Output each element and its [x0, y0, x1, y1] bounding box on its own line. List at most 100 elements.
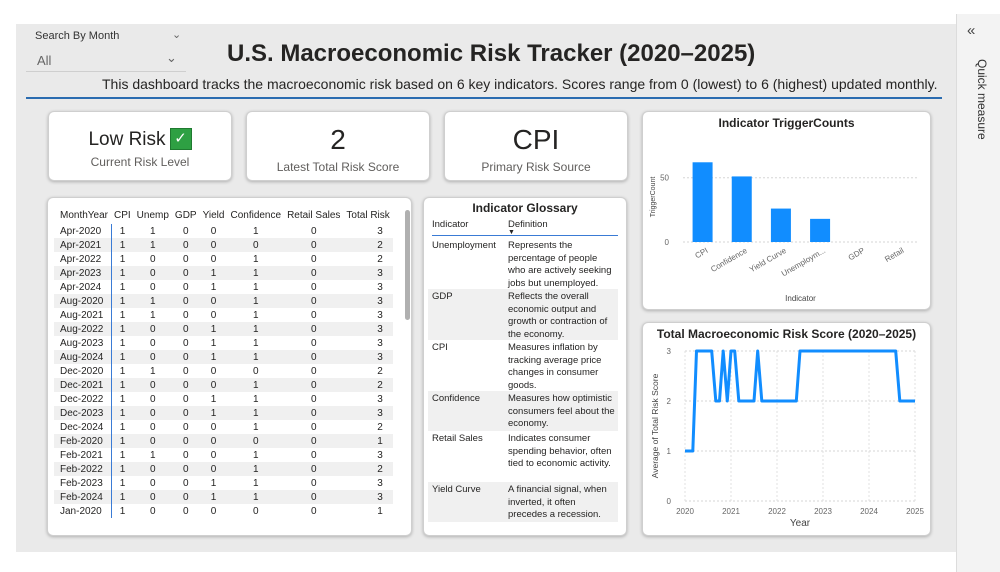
risk-level-value: Low Risk — [88, 129, 166, 150]
table-cell: 2 — [377, 365, 383, 377]
column-header-total-risk[interactable]: Total Risk — [346, 209, 390, 221]
table-row: Dec-2022 1 0 0 1 1 0 3 — [54, 392, 393, 406]
table-row: Feb-2020 1 0 0 0 0 0 1 — [54, 434, 393, 448]
table-cell: 0 — [199, 462, 228, 476]
table-row: Feb-2021 1 1 0 0 1 0 3 — [54, 448, 393, 462]
bar-x-tick-label: CPI — [694, 246, 710, 260]
table-cell: Feb-2020 — [54, 434, 112, 448]
table-cell: 3 — [343, 322, 393, 336]
table-cell: Dec-2024 — [54, 420, 112, 434]
table-cell: Aug-2024 — [54, 350, 112, 364]
risk-table-card[interactable]: MonthYear CPI Unemp GDP Yield Confidence Retai… — [47, 197, 412, 536]
risk-line-chart-card[interactable]: Total Macroeconomic Risk Score (2020–202… — [642, 322, 931, 536]
column-header-gdp[interactable]: GDP — [174, 209, 197, 221]
table-row: Aug-2022 1 0 0 1 1 0 3 — [54, 322, 393, 336]
line-x-tick-label: 2020 — [676, 507, 694, 516]
table-cell: 0 — [310, 337, 317, 349]
table-cell: 1 — [119, 505, 126, 517]
glossary-indicator: CPI — [432, 342, 448, 353]
table-cell: 0 — [150, 505, 156, 517]
table-cell: 0 — [182, 365, 189, 377]
table-cell: 1 — [150, 365, 156, 377]
table-cell: 0 — [171, 462, 200, 476]
table-cell: 1 — [111, 294, 134, 308]
line-y-tick-label: 1 — [667, 447, 672, 456]
column-header-cpi[interactable]: CPI — [114, 209, 131, 221]
column-header-retail-sales[interactable]: Retail Sales — [287, 209, 341, 221]
table-cell: 0 — [284, 378, 344, 392]
line-y-tick-label: 3 — [667, 347, 672, 356]
column-header-yield[interactable]: Yield — [202, 209, 225, 221]
glossary-definition: Measures inflation by tracking average p… — [508, 342, 602, 391]
line-x-tick-label: 2021 — [722, 507, 740, 516]
table-cell: 0 — [284, 490, 344, 504]
total-score-value: 2 — [330, 124, 346, 155]
table-cell: 0 — [210, 253, 217, 265]
line-y-tick-label: 2 — [667, 397, 672, 406]
table-cell: 0 — [310, 477, 317, 489]
table-cell: 1 — [119, 421, 126, 433]
month-slicer-value[interactable]: All — [37, 53, 52, 68]
total-score-card[interactable]: 2 Latest Total Risk Score — [246, 111, 430, 181]
table-cell: 1 — [199, 350, 228, 364]
table-cell: 3 — [377, 449, 383, 461]
collapse-chevron-icon[interactable]: « — [967, 22, 976, 39]
table-cell: 3 — [377, 393, 383, 405]
table-cell: 0 — [199, 238, 228, 252]
table-cell: 1 — [119, 225, 126, 237]
table-cell: 0 — [199, 434, 228, 448]
line-chart-title: Total Macroeconomic Risk Score (2020–202… — [656, 327, 917, 341]
table-cell: 1 — [227, 350, 285, 364]
table-cell: 1 — [227, 266, 285, 280]
glossary-row: GDP Reflects the overall economic output … — [428, 289, 618, 340]
table-cell: 2 — [377, 421, 383, 433]
table-cell: 0 — [284, 266, 344, 280]
table-cell: 0 — [182, 449, 189, 461]
table-cell: 1 — [111, 434, 134, 448]
trigger-bar-chart-card[interactable]: Indicator TriggerCounts 0 50 TriggerCount C… — [642, 111, 931, 310]
line-x-tick-label: 2022 — [768, 507, 786, 516]
table-row: Aug-2024 1 0 0 1 1 0 3 — [54, 350, 393, 364]
table-cell: 0 — [171, 378, 200, 392]
page-title: U.S. Macroeconomic Risk Tracker (2020–20… — [227, 40, 756, 67]
table-cell: 0 — [210, 505, 217, 517]
bar-unemploym- — [810, 218, 831, 242]
table-cell: 1 — [252, 421, 259, 433]
table-row: Apr-2024 1 0 0 1 1 0 3 — [54, 280, 393, 294]
bar-x-tick-label: Unemploym... — [780, 246, 827, 278]
table-cell: Dec-2023 — [54, 406, 112, 420]
glossary-col-definition[interactable]: Definition — [508, 219, 548, 230]
bar-y-tick-label: 0 — [665, 238, 670, 247]
table-cell: 0 — [182, 281, 189, 293]
risk-level-row: Low Risk ✓ — [49, 128, 231, 151]
column-header-confidence[interactable]: Confidence — [230, 209, 282, 221]
glossary-col-indicator[interactable]: Indicator — [432, 219, 469, 230]
table-cell: Apr-2023 — [54, 266, 112, 280]
table-cell: 1 — [119, 365, 126, 377]
bar-x-tick-label: GDP — [847, 246, 867, 262]
table-cell: 1 — [227, 378, 285, 392]
slicer-dropdown-chevron-icon[interactable]: ⌄ — [166, 50, 177, 65]
primary-source-card[interactable]: CPI Primary Risk Source — [444, 111, 628, 181]
column-header-monthyear[interactable]: MonthYear — [60, 209, 108, 221]
table-cell: 0 — [310, 309, 317, 321]
table-cell: 0 — [171, 434, 200, 448]
table-row: Aug-2020 1 1 0 0 1 0 3 — [54, 294, 393, 308]
table-cell: 0 — [310, 365, 317, 377]
table-cell: 1 — [199, 322, 228, 336]
quick-measure-pane[interactable]: « Quick measure — [956, 14, 1000, 572]
column-header-unemp[interactable]: Unemp — [136, 209, 169, 221]
table-cell: Dec-2021 — [54, 378, 112, 392]
table-cell: 1 — [111, 462, 134, 476]
slicer-collapse-chevron-icon[interactable]: ⌄ — [172, 29, 182, 41]
table-cell: 0 — [171, 350, 200, 364]
risk-level-card[interactable]: Low Risk ✓ Current Risk Level — [48, 111, 232, 181]
table-cell: 1 — [119, 309, 126, 321]
line-y-axis-label: Average of Total Risk Score — [650, 373, 660, 478]
table-cell: 0 — [150, 281, 156, 293]
table-cell: 0 — [171, 490, 200, 504]
table-cell: 0 — [252, 505, 259, 517]
table-cell: 1 — [119, 281, 126, 293]
glossary-card[interactable]: Indicator Glossary Indicator Definition … — [423, 197, 627, 536]
table-scrollbar[interactable] — [405, 210, 410, 320]
